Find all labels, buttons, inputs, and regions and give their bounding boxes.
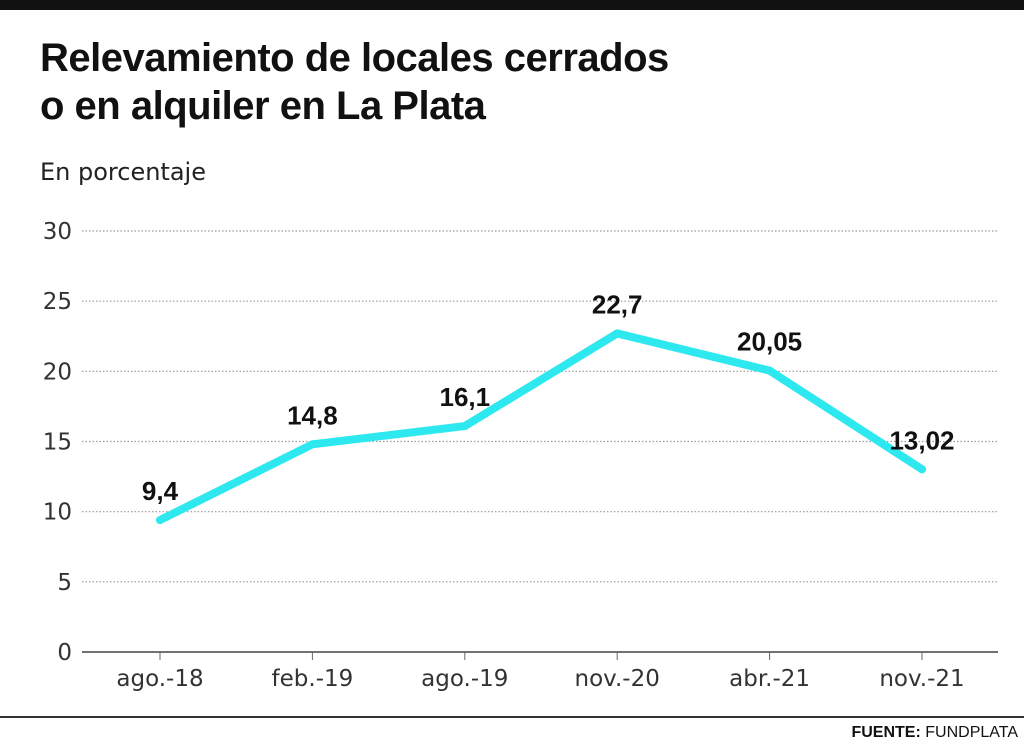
data-label: 20,05 [737, 327, 802, 357]
series-line [156, 329, 926, 525]
data-point [156, 516, 164, 525]
source-label: FUENTE: [851, 724, 921, 741]
data-point [460, 422, 469, 431]
data-point [308, 440, 317, 449]
data-label: 13,02 [889, 425, 954, 455]
y-tick-label: 0 [57, 640, 72, 666]
data-point [918, 465, 926, 474]
chart-subtitle: En porcentaje [40, 158, 206, 186]
source-credit: FUENTE: FUNDPLATA [851, 724, 1018, 742]
y-tick-label: 25 [43, 289, 72, 315]
y-tick-label: 15 [43, 430, 72, 456]
source-name: FUNDPLATA [925, 724, 1018, 741]
footer-divider [0, 716, 1024, 718]
y-tick-label: 10 [43, 500, 72, 526]
y-tick-label: 5 [57, 570, 72, 596]
x-tick-label: ago.-18 [116, 666, 203, 692]
x-tick-label: nov.-20 [575, 666, 660, 692]
line-chart: 0 5 10 15 20 25 30 ago.-18 feb.-19 ago.-19 nov.-20… [43, 219, 998, 692]
chart-title-line-2: o en alquiler en La Plata [40, 84, 486, 128]
data-point [613, 329, 622, 338]
data-point [765, 366, 774, 375]
data-label: 9,4 [142, 476, 179, 506]
x-tick-label: ago.-19 [421, 666, 508, 692]
chart-title-line-1: Relevamiento de locales cerrados [40, 36, 669, 80]
top-bar [0, 0, 1024, 10]
y-tick-label: 30 [43, 219, 72, 245]
chart-title: Relevamiento de locales cerrados o en al… [40, 34, 940, 130]
y-tick-label: 20 [43, 359, 72, 385]
data-label: 22,7 [592, 289, 643, 319]
x-tick-label: nov.-21 [879, 666, 964, 692]
x-tick-label: feb.-19 [272, 666, 354, 692]
x-tick-label: abr.-21 [729, 666, 810, 692]
data-label: 16,1 [439, 382, 490, 412]
data-label: 14,8 [287, 400, 338, 430]
